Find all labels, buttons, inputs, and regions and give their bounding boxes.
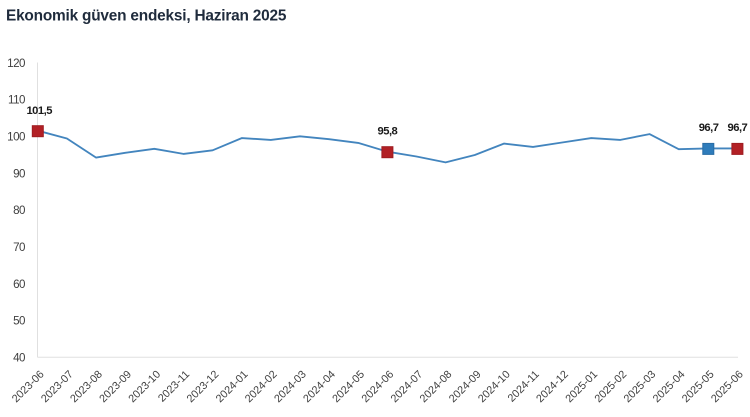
svg-text:96,7: 96,7 — [699, 122, 719, 134]
svg-text:110: 110 — [8, 94, 25, 107]
svg-text:2024-10: 2024-10 — [476, 368, 513, 405]
svg-text:Ekonomik güven endeksi, Hazira: Ekonomik güven endeksi, Haziran 2025 — [6, 7, 287, 24]
svg-text:80: 80 — [13, 204, 25, 217]
svg-text:2023-10: 2023-10 — [126, 368, 163, 405]
svg-text:120: 120 — [7, 57, 25, 70]
svg-text:40: 40 — [13, 351, 25, 364]
svg-text:90: 90 — [13, 167, 25, 180]
svg-text:50: 50 — [13, 315, 25, 328]
svg-text:95,8: 95,8 — [378, 126, 398, 138]
svg-text:70: 70 — [13, 241, 25, 254]
svg-text:2025-06: 2025-06 — [709, 368, 746, 405]
svg-text:60: 60 — [13, 278, 25, 291]
svg-text:96,7: 96,7 — [728, 122, 748, 134]
svg-text:101,5: 101,5 — [26, 105, 52, 117]
svg-text:100: 100 — [7, 131, 25, 144]
